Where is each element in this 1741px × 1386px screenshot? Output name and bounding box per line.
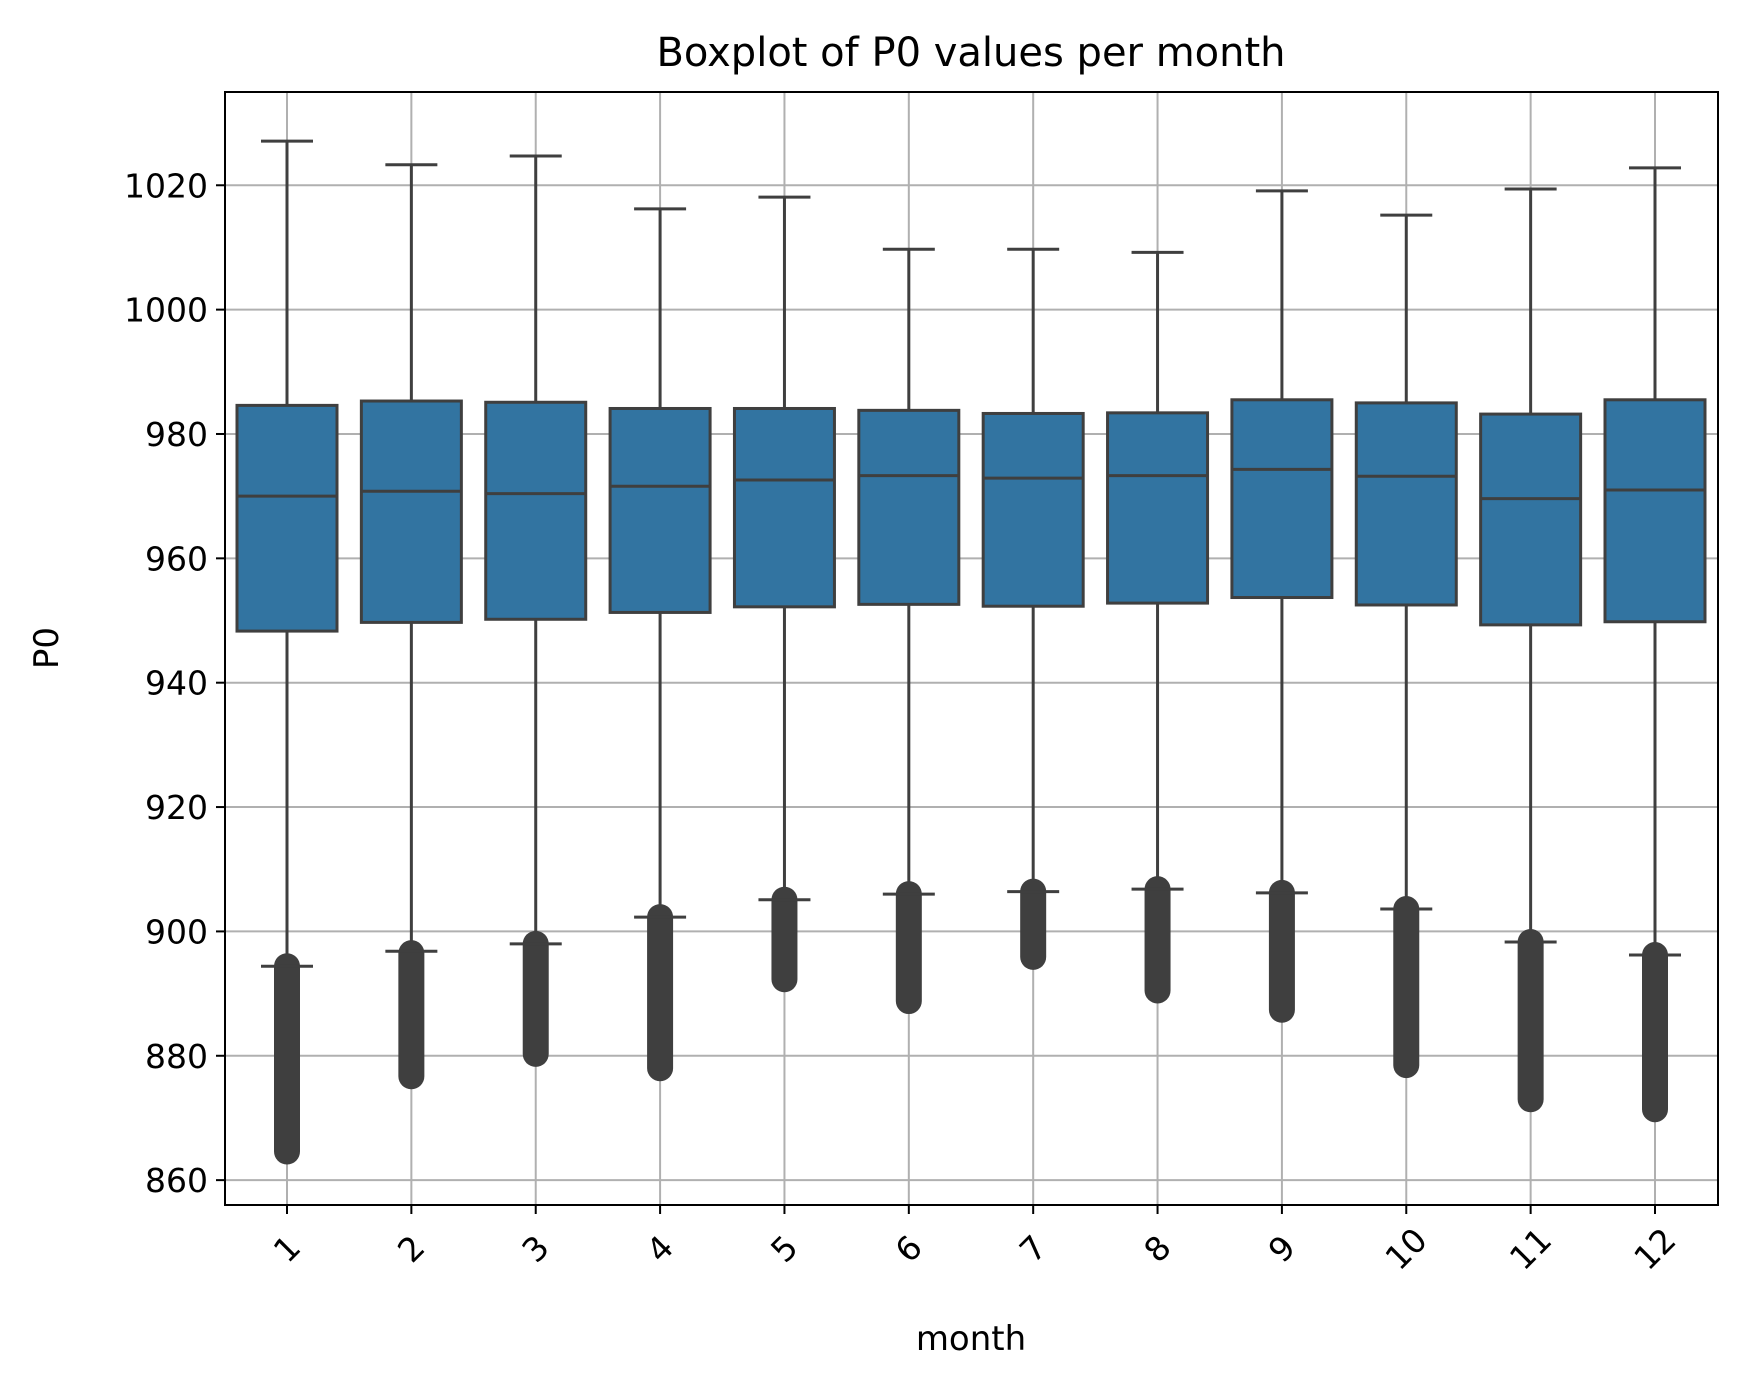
iqr-box — [1230, 398, 1334, 600]
y-axis-label: P0 — [27, 627, 67, 669]
box-month-12 — [1603, 166, 1707, 1123]
y-tick-label: 1020 — [124, 166, 208, 205]
iqr-box — [235, 403, 339, 633]
iqr-box — [857, 408, 961, 606]
box-month-3 — [484, 154, 588, 1067]
x-tick-label: 1 — [266, 1228, 308, 1270]
x-tick-label: 7 — [1012, 1228, 1054, 1270]
x-tick-label: 9 — [1261, 1228, 1303, 1270]
plot-frame — [224, 91, 1719, 1206]
y-tick-label: 1000 — [124, 291, 208, 330]
x-tick-label: 5 — [763, 1228, 805, 1270]
iqr-box — [484, 400, 588, 621]
box-month-5 — [732, 195, 836, 993]
y-tick-label: 860 — [145, 1161, 208, 1200]
x-tick-label: 10 — [1378, 1220, 1435, 1277]
iqr-box — [1106, 411, 1210, 605]
x-tick-label: 2 — [390, 1228, 432, 1270]
box-month-9 — [1230, 189, 1334, 1023]
box-month-10 — [1354, 213, 1458, 1079]
x-tick-label: 8 — [1136, 1228, 1178, 1270]
box-month-8 — [1106, 250, 1210, 1004]
x-axis-label: month — [916, 1319, 1026, 1359]
iqr-box — [1479, 412, 1583, 627]
box-layer — [235, 139, 1707, 1165]
x-tick-label: 12 — [1626, 1220, 1683, 1277]
box-month-4 — [608, 207, 712, 1082]
y-tick-label: 900 — [145, 912, 208, 951]
iqr-box — [732, 406, 836, 609]
box-month-2 — [359, 163, 463, 1090]
box-month-7 — [981, 247, 1085, 970]
iqr-box — [981, 411, 1085, 608]
y-tick-label: 920 — [145, 788, 208, 827]
chart-title: Boxplot of P0 values per month — [656, 30, 1285, 76]
x-tick-label: 6 — [887, 1228, 929, 1270]
x-tick-label: 11 — [1502, 1220, 1559, 1277]
iqr-box — [359, 399, 463, 624]
iqr-box — [1603, 398, 1707, 624]
box-month-1 — [235, 139, 339, 1165]
box-month-6 — [857, 247, 961, 1015]
iqr-box — [608, 406, 712, 614]
y-tick-label: 940 — [145, 664, 208, 703]
y-tick-label: 980 — [145, 415, 208, 454]
y-tick-label: 880 — [145, 1037, 208, 1076]
iqr-box — [1354, 401, 1458, 607]
box-month-11 — [1479, 187, 1583, 1113]
x-tick-label: 3 — [514, 1228, 556, 1270]
grid-layer — [225, 92, 1718, 1205]
y-tick-label: 960 — [145, 539, 208, 578]
x-tick-label: 4 — [639, 1228, 681, 1270]
